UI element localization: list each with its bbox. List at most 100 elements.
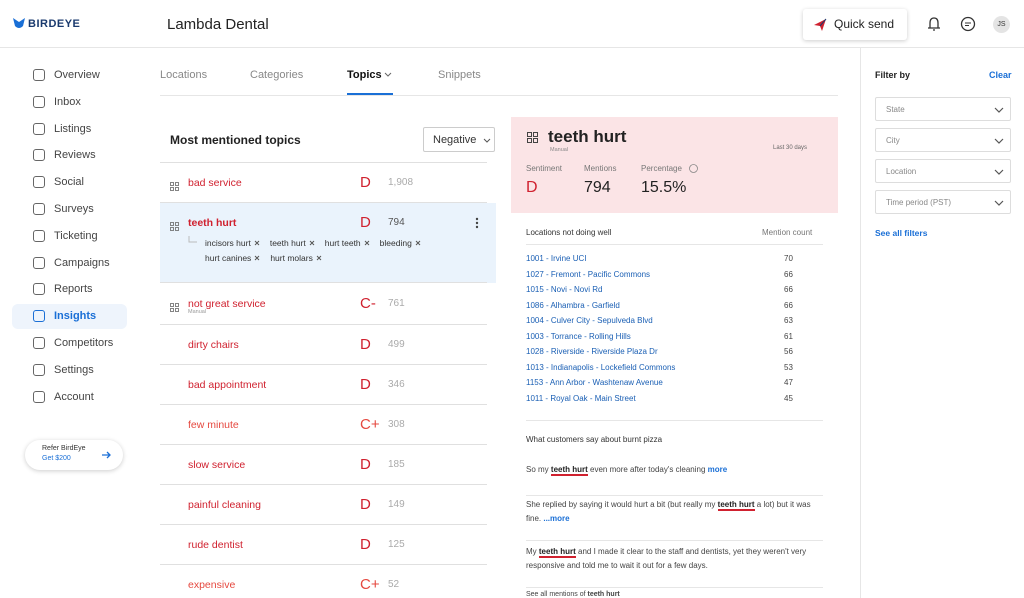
row-line	[160, 282, 487, 283]
tag-label: hurt molars	[270, 253, 313, 263]
location-name[interactable]: 1001 - Irvine UCI	[526, 254, 587, 263]
topic-grade: D	[360, 174, 371, 191]
nav-item[interactable]: Settings	[54, 363, 94, 376]
nav-item[interactable]: Account	[54, 390, 94, 403]
quote-text: She replied by saying it would hurt a bi…	[526, 500, 718, 509]
location-name[interactable]: 1015 - Novi - Novi Rd	[526, 285, 603, 294]
tag[interactable]: bleeding	[380, 238, 421, 248]
row-line	[160, 484, 487, 485]
tag[interactable]: hurt teeth	[325, 238, 370, 248]
location-count: 53	[784, 362, 793, 372]
row-line	[160, 524, 487, 525]
stat-label: Mentions	[584, 164, 617, 173]
filter-label: Time period (PST)	[886, 198, 952, 207]
filter-select[interactable]: City	[875, 128, 1011, 152]
filter-select[interactable]: Time period (PST)	[875, 190, 1011, 214]
tab[interactable]: Snippets	[438, 69, 481, 81]
tag[interactable]: hurt molars	[270, 253, 322, 263]
filter-label: Location	[886, 167, 917, 176]
quote-highlight: teeth hurt	[717, 500, 755, 511]
stat-value: D	[526, 179, 538, 196]
see-all-text: See all mentions of	[526, 591, 588, 598]
refer-card[interactable]: Refer BirdEye Get $200	[25, 440, 123, 470]
location-name[interactable]: 1027 - Fremont - Pacific Commons	[526, 269, 651, 279]
tag[interactable]: teeth hurt	[270, 238, 315, 248]
avatar[interactable]: JS	[993, 16, 1010, 33]
tag-remove	[254, 240, 260, 246]
nav-item[interactable]: Ticketing	[54, 229, 98, 242]
refer-reward: Get $200	[42, 455, 71, 462]
bell-icon[interactable]	[927, 16, 941, 32]
location-name[interactable]: 1003 - Torrance - Rolling Hills	[526, 331, 631, 341]
quote: She replied by saying it would hurt a bi…	[526, 498, 826, 525]
topic-name[interactable]: slow service	[188, 459, 246, 471]
row-line	[160, 564, 487, 565]
tab[interactable]: Categories	[250, 69, 304, 81]
tab[interactable]: Locations	[160, 69, 208, 81]
topic-count: 52	[388, 579, 400, 590]
help-icon	[689, 164, 698, 173]
chat-icon[interactable]	[960, 16, 976, 32]
nav-item[interactable]: Competitors	[54, 337, 114, 349]
topic-grade: D	[360, 336, 371, 353]
topic-name[interactable]: expensive	[188, 579, 236, 591]
topic-grade: D	[360, 376, 371, 393]
topic-name[interactable]: dirty chairs	[188, 339, 239, 351]
location-count: 66	[784, 285, 793, 294]
tag[interactable]: incisors hurt	[205, 238, 260, 248]
quotes-line	[526, 420, 823, 421]
stat-value: 794	[584, 179, 611, 196]
topic-name[interactable]: few minute	[188, 419, 239, 431]
topic-name[interactable]: bad service	[188, 177, 242, 189]
location-count: 61	[784, 331, 793, 341]
filter-label: City	[886, 136, 900, 145]
location-name[interactable]: 1028 - Riverside - Riverside Plaza Dr	[526, 347, 658, 356]
active-bg	[12, 304, 127, 330]
nav-item[interactable]: Surveys	[54, 203, 94, 215]
location-name[interactable]: 1004 - Culver City - Sepulveda Blvd	[526, 316, 653, 325]
quote-text: So my	[526, 465, 551, 474]
nav-item[interactable]: Inbox	[54, 95, 81, 108]
location-name[interactable]: 1086 - Alhambra - Garfield	[526, 300, 620, 310]
nav-item[interactable]: Reviews	[54, 149, 96, 162]
arrow-icon	[102, 451, 111, 459]
location-count: 56	[784, 347, 793, 356]
location-count: 70	[784, 254, 793, 263]
nav-item[interactable]: Overview	[54, 69, 100, 81]
nav-item[interactable]: Social	[54, 176, 84, 189]
topic-name[interactable]: rude dentist	[188, 539, 243, 551]
tab-chevron	[384, 72, 392, 77]
detail-title: teeth hurt	[548, 127, 627, 146]
tabs-border	[160, 95, 838, 96]
topic-name[interactable]: teeth hurt	[188, 217, 237, 229]
topic-name[interactable]: not great service	[188, 298, 266, 310]
nav-item[interactable]: Listings	[54, 122, 92, 135]
topic-name[interactable]: bad appointment	[188, 379, 267, 391]
tag-connector	[188, 236, 197, 243]
nav-item[interactable]: Reports	[54, 283, 93, 296]
nav-item[interactable]: Insights	[54, 310, 97, 323]
filter-select[interactable]: Location	[875, 159, 1011, 183]
tab[interactable]: Topics	[347, 69, 382, 81]
quote-more[interactable]: ...more	[543, 513, 570, 523]
detail-source: Manual	[550, 147, 569, 153]
location-name[interactable]: 1153 - Ann Arbor - Washtenaw Avenue	[526, 378, 663, 387]
topics-title: Most mentioned topics	[170, 133, 301, 147]
topic-name[interactable]: painful cleaning	[188, 499, 261, 511]
count-header: Mention count	[762, 228, 813, 237]
filters-clear[interactable]: Clear	[989, 70, 1012, 80]
quote: So my teeth hurt even more after today's…	[526, 463, 826, 477]
quote-more[interactable]: more	[707, 465, 728, 474]
filter-select[interactable]: State	[875, 97, 1011, 121]
nav-item[interactable]: Campaigns	[54, 256, 110, 269]
selected-row	[160, 203, 496, 283]
location-count: 66	[784, 300, 793, 310]
see-all-mentions[interactable]: See all mentions of teeth hurt	[526, 591, 620, 598]
location-name[interactable]: 1013 - Indianapolis - Lockefield Commons	[526, 362, 676, 372]
topic-icon	[170, 299, 179, 312]
location-name[interactable]: 1011 - Royal Oak - Main Street	[526, 393, 636, 403]
sentiment-dropdown[interactable]: Negative	[423, 127, 495, 152]
quick-send[interactable]: Quick send	[803, 9, 907, 40]
see-all-filters[interactable]: See all filters	[875, 228, 928, 238]
tag[interactable]: hurt canines	[205, 253, 260, 263]
